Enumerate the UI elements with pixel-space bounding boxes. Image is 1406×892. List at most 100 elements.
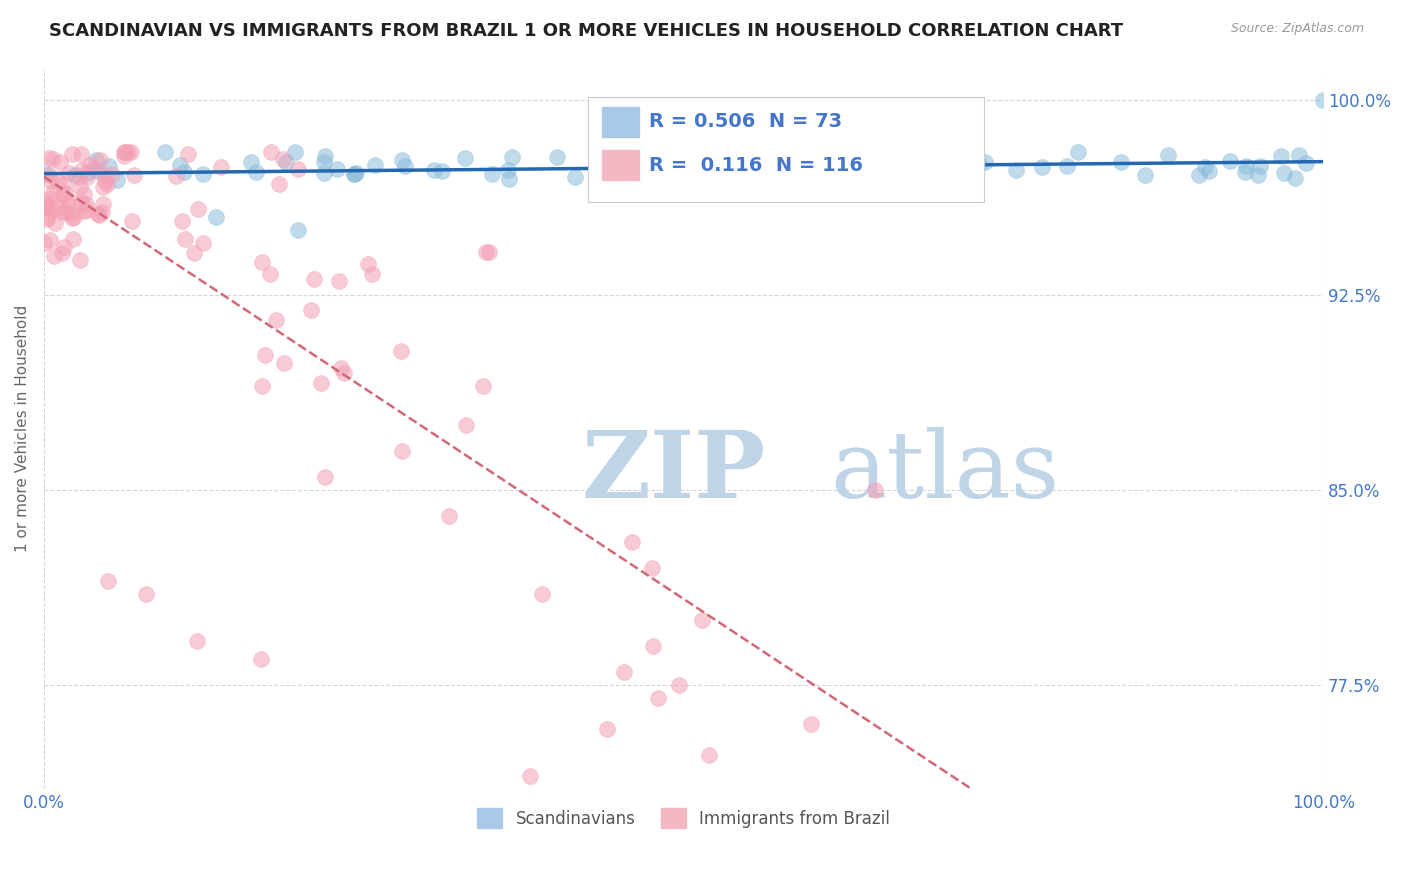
Point — [690, 613, 713, 627]
Point — [35, 167, 58, 181]
Point — [1219, 153, 1241, 168]
Point — [1157, 147, 1180, 161]
Point — [37, 200, 59, 214]
Point — [314, 149, 336, 163]
Legend: Scandinavians, Immigrants from Brazil: Scandinavians, Immigrants from Brazil — [471, 801, 897, 835]
Point — [105, 173, 128, 187]
Point — [697, 748, 720, 763]
FancyBboxPatch shape — [602, 107, 638, 137]
Point — [55, 205, 77, 219]
Point — [284, 145, 307, 160]
Point — [187, 202, 209, 216]
Point — [97, 574, 120, 588]
Point — [266, 313, 288, 327]
Point — [114, 145, 136, 159]
Point — [135, 587, 157, 601]
Point — [474, 245, 496, 260]
Point — [38, 233, 60, 247]
Point — [177, 146, 200, 161]
Point — [454, 151, 477, 165]
Point — [389, 343, 412, 358]
Point — [90, 204, 112, 219]
Point — [84, 153, 107, 168]
Point — [73, 204, 96, 219]
Point — [287, 223, 309, 237]
Text: SCANDINAVIAN VS IMMIGRANTS FROM BRAZIL 1 OR MORE VEHICLES IN HOUSEHOLD CORRELATI: SCANDINAVIAN VS IMMIGRANTS FROM BRAZIL 1… — [49, 22, 1123, 40]
Point — [647, 691, 669, 706]
Point — [287, 162, 309, 177]
Point — [259, 267, 281, 281]
Point — [55, 195, 77, 210]
Point — [58, 166, 80, 180]
Point — [73, 187, 96, 202]
Text: Source: ZipAtlas.com: Source: ZipAtlas.com — [1230, 22, 1364, 36]
Point — [34, 235, 56, 250]
Point — [76, 170, 98, 185]
Point — [325, 161, 347, 176]
Point — [51, 204, 73, 219]
Point — [59, 206, 82, 220]
Point — [437, 509, 460, 524]
Point — [35, 200, 58, 214]
Point — [250, 652, 273, 666]
Point — [949, 145, 972, 160]
Point — [169, 159, 191, 173]
Point — [42, 249, 65, 263]
Point — [640, 561, 662, 575]
Point — [865, 483, 887, 497]
Point — [314, 470, 336, 484]
Point — [240, 155, 263, 169]
Point — [1135, 168, 1157, 182]
Point — [969, 157, 991, 171]
Point — [186, 634, 208, 648]
Point — [394, 159, 416, 173]
Point — [1284, 171, 1306, 186]
Point — [668, 678, 690, 692]
Point — [39, 174, 62, 188]
Point — [69, 253, 91, 268]
Point — [1109, 154, 1132, 169]
Text: R =  0.116  N = 116: R = 0.116 N = 116 — [650, 156, 863, 176]
Point — [391, 153, 413, 168]
Point — [67, 170, 90, 185]
Point — [471, 379, 494, 393]
Point — [39, 191, 62, 205]
Point — [94, 174, 117, 188]
Point — [205, 210, 228, 224]
Point — [613, 665, 636, 680]
Point — [87, 206, 110, 220]
Point — [299, 303, 322, 318]
Point — [478, 245, 501, 260]
Point — [62, 232, 84, 246]
Point — [666, 160, 689, 174]
Point — [44, 216, 66, 230]
Point — [775, 175, 797, 189]
Point — [91, 179, 114, 194]
Point — [1198, 164, 1220, 178]
Text: R = 0.506  N = 73: R = 0.506 N = 73 — [650, 112, 842, 130]
Point — [346, 166, 368, 180]
Point — [60, 194, 83, 209]
Point — [63, 168, 86, 182]
Point — [274, 155, 297, 169]
Point — [519, 769, 541, 783]
Point — [96, 177, 118, 191]
Point — [267, 177, 290, 191]
Point — [91, 197, 114, 211]
Point — [83, 161, 105, 175]
Point — [38, 168, 60, 182]
Point — [1249, 159, 1271, 173]
Point — [69, 146, 91, 161]
Point — [1188, 169, 1211, 183]
Point — [254, 348, 277, 362]
Point — [588, 159, 610, 173]
Point — [596, 723, 619, 737]
Point — [49, 155, 72, 169]
Point — [98, 159, 121, 173]
Point — [1246, 168, 1268, 182]
Point — [252, 255, 274, 269]
FancyBboxPatch shape — [588, 97, 984, 202]
Point — [953, 163, 976, 178]
Point — [45, 200, 67, 214]
Point — [60, 211, 83, 225]
